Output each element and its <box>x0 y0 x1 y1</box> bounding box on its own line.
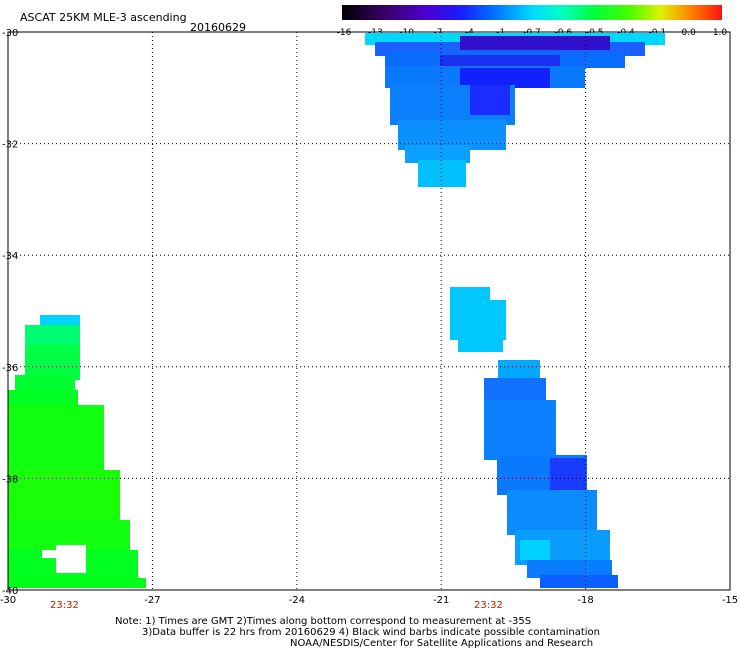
x-tick-label: -24 <box>289 595 305 606</box>
swath-cell <box>8 578 146 588</box>
swath-cell <box>498 360 540 380</box>
x-tick-label: -18 <box>577 595 593 606</box>
wind-swath-east <box>450 287 618 588</box>
swath-cell <box>527 560 612 578</box>
plot-frame <box>7 31 731 591</box>
swath-cell <box>8 405 104 475</box>
swath-cell <box>520 540 550 560</box>
note-line-3: NOAA/NESDIS/Center for Satellite Applica… <box>290 638 593 649</box>
swath-cell <box>405 145 470 163</box>
y-axis-ticks: -30 -32 -34 -36 -38 -40 <box>2 28 18 597</box>
x-axis-ticks: -30 -27 -24 -21 -18 -15 <box>0 595 738 606</box>
pass-time-label: 23:32 <box>50 600 79 611</box>
swath-gap <box>42 550 58 558</box>
x-tick-label: -27 <box>144 595 160 606</box>
swath-cell <box>458 335 503 352</box>
swath-cell <box>25 345 80 380</box>
note-line-1: Note: 1) Times are GMT 2)Times along bot… <box>115 616 531 627</box>
colorbar-tick-label: 0.0 <box>682 28 697 38</box>
swath-cell <box>507 490 597 535</box>
swath-gap <box>56 545 86 573</box>
y-tick-label: -34 <box>2 251 18 262</box>
swath-cell <box>460 68 550 88</box>
swath-cell <box>8 470 120 525</box>
swath-cell <box>540 575 618 588</box>
figure-date: 20160629 <box>190 21 246 34</box>
swath-cell <box>460 36 610 50</box>
swath-cell <box>450 300 506 340</box>
swath-cell <box>484 400 556 460</box>
y-tick-label: -40 <box>2 586 18 597</box>
figure-title: ASCAT 25KM MLE-3 ascending <box>20 11 187 24</box>
y-tick-label: -36 <box>2 363 18 374</box>
swath-cell <box>418 160 466 187</box>
lat-lon-grid <box>8 32 730 590</box>
x-tick-label: -21 <box>433 595 449 606</box>
y-tick-label: -30 <box>2 28 18 39</box>
y-tick-label: -38 <box>2 474 18 485</box>
y-tick-label: -32 <box>2 140 18 151</box>
swath-cell <box>470 85 510 115</box>
map-plot: -30 -27 -24 -21 -18 -15 -30 -32 -34 -36 -38 -40 23… <box>0 28 738 611</box>
wind-swath-north <box>365 33 665 187</box>
note-line-2: 3)Data buffer is 22 hrs from 20160629 4)… <box>142 627 600 638</box>
wind-swath-west <box>8 315 146 588</box>
colorbar-tick-label: 1.0 <box>713 28 728 38</box>
x-tick-label: -30 <box>0 595 16 606</box>
x-tick-label: -15 <box>722 595 738 606</box>
colorbar-tick-label: -16 <box>337 28 352 38</box>
pass-time-label: 23:32 <box>474 600 503 611</box>
colorbar-strip <box>342 5 722 20</box>
